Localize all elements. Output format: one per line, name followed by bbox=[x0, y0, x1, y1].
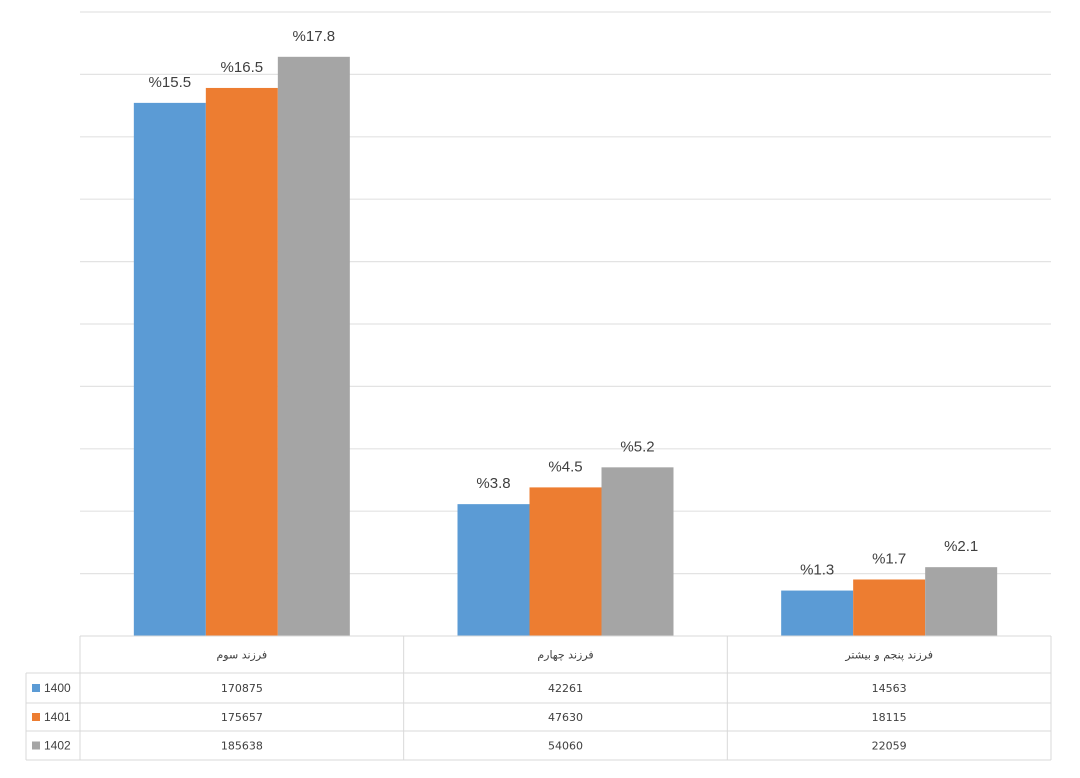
percent-label-1402-1: %5.2 bbox=[620, 438, 654, 455]
table-cell-1402-2: 22059 bbox=[872, 740, 907, 753]
bar-1401-1 bbox=[529, 487, 602, 636]
category-label-0: فرزند سوم bbox=[216, 649, 267, 662]
table-cell-1401-2: 18115 bbox=[872, 711, 907, 724]
bar-1400-1 bbox=[457, 504, 530, 636]
percent-label-1402-0: %17.8 bbox=[293, 28, 336, 45]
legend-swatch-1400 bbox=[32, 684, 40, 692]
legend-label-1401: 1401 bbox=[44, 710, 71, 724]
legend-label-1400: 1400 bbox=[44, 681, 71, 695]
percent-label-1401-1: %4.5 bbox=[548, 458, 582, 475]
percent-label-1401-0: %16.5 bbox=[221, 59, 264, 76]
percent-label-1400-0: %15.5 bbox=[149, 74, 192, 91]
table-cell-1401-0: 175657 bbox=[221, 711, 263, 724]
percent-label-1402-2: %2.1 bbox=[944, 538, 978, 555]
category-label-1: فرزند چهارم bbox=[537, 649, 593, 662]
legend-swatch-1401 bbox=[32, 713, 40, 721]
category-label-2: فرزند پنجم و بیشتر bbox=[844, 649, 933, 662]
bar-1400-0 bbox=[133, 102, 206, 637]
percent-label-1401-2: %1.7 bbox=[872, 550, 906, 567]
percent-label-1400-1: %3.8 bbox=[476, 475, 510, 492]
bar-1400-2 bbox=[781, 590, 854, 636]
table-cell-1400-0: 170875 bbox=[221, 682, 263, 695]
table-cell-1402-1: 54060 bbox=[548, 740, 583, 753]
bar-1401-2 bbox=[853, 579, 926, 636]
bar-1402-1 bbox=[601, 467, 674, 636]
percent-label-1400-2: %1.3 bbox=[800, 562, 834, 579]
legend-label-1402: 1402 bbox=[44, 739, 71, 753]
bar-1402-0 bbox=[277, 56, 350, 636]
table-cell-1400-1: 42261 bbox=[548, 682, 583, 695]
table-cell-1400-2: 14563 bbox=[872, 682, 907, 695]
bar-1401-0 bbox=[205, 87, 278, 637]
bars bbox=[133, 56, 998, 637]
legend-swatch-1402 bbox=[32, 741, 40, 750]
percent-labels: %15.5 %16.5 %17.8 %3.8 %4.5 %5.2 %1.3 %1.7 %2.1 bbox=[149, 28, 979, 579]
table-cell-1402-0: 185638 bbox=[221, 740, 263, 753]
data-table: فرزند سوم فرزند چهارم فرزند پنجم و بیشتر 14… bbox=[25, 635, 1052, 761]
table-cell-1401-1: 47630 bbox=[548, 711, 583, 724]
bar-1402-2 bbox=[925, 567, 998, 636]
